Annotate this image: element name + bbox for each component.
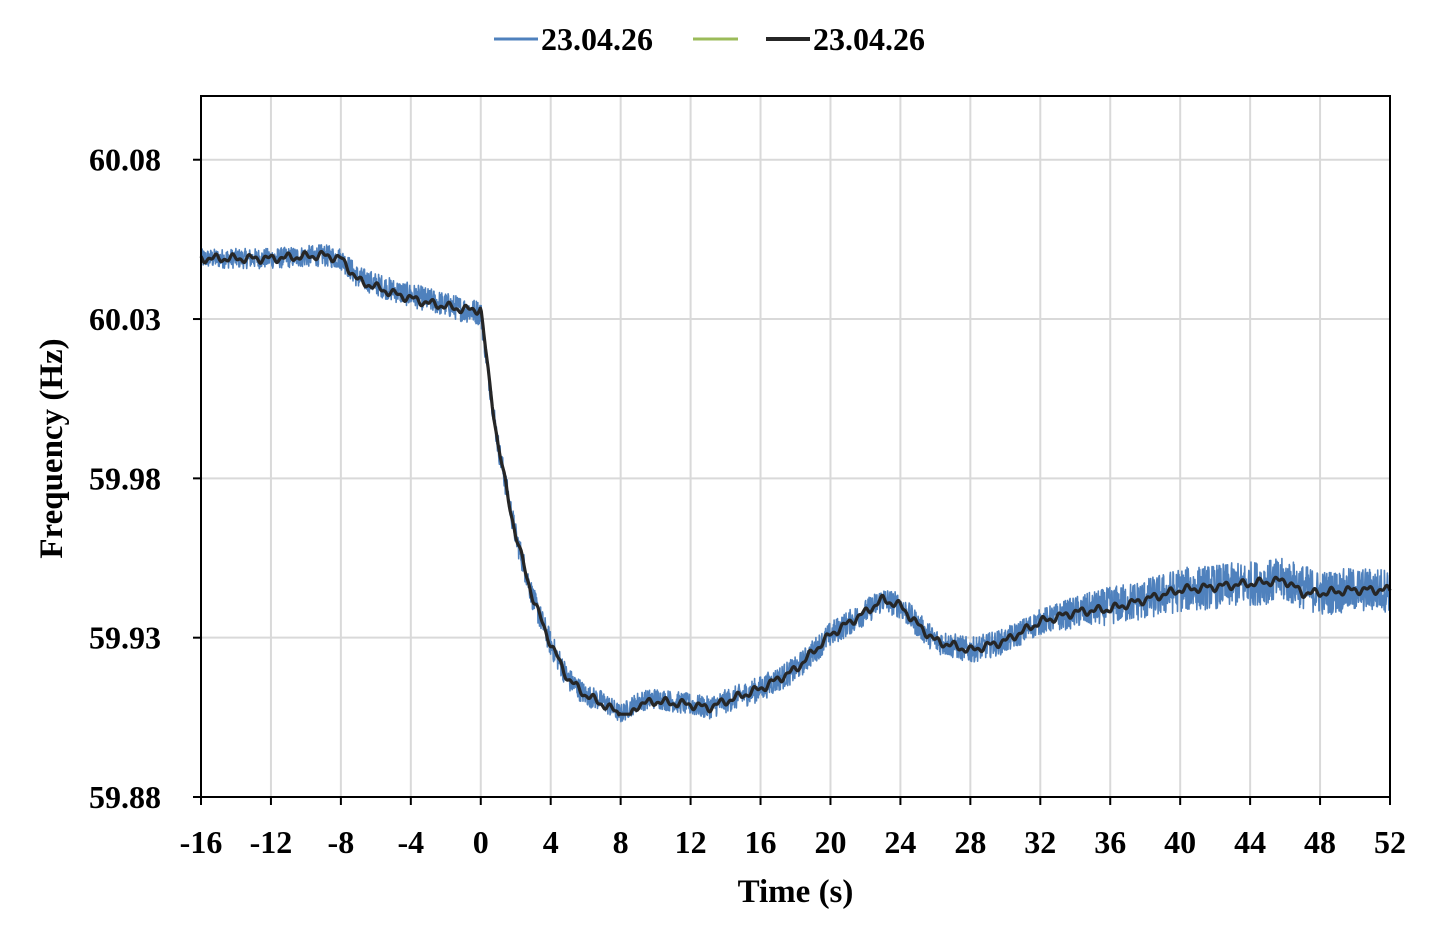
- x-tick-label: 24: [884, 824, 916, 860]
- legend-label-3: 23.04.26: [813, 21, 925, 57]
- x-tick-label: 16: [745, 824, 777, 860]
- x-tick-label: 44: [1234, 824, 1266, 860]
- x-tick-label: 4: [543, 824, 559, 860]
- series-filtered-line: [199, 249, 1392, 717]
- x-tick-label: 0: [473, 824, 489, 860]
- x-tick-label: -8: [328, 824, 355, 860]
- x-tick-label: -12: [250, 824, 293, 860]
- legend: 23.04.26 23.04.26: [494, 21, 925, 57]
- x-tick-label: 52: [1374, 824, 1406, 860]
- y-tick-label: 60.03: [89, 301, 161, 337]
- x-axis-title: Time (s): [738, 874, 854, 910]
- x-tick-label: 48: [1304, 824, 1336, 860]
- x-tick-label: -16: [180, 824, 223, 860]
- x-tick-label: -4: [397, 824, 424, 860]
- gridlines: [201, 96, 1390, 797]
- legend-label-1: 23.04.26: [541, 21, 653, 57]
- y-tick-label: 59.88: [89, 779, 161, 815]
- y-axis-title: Frequency (Hz): [34, 338, 70, 558]
- y-tick-label: 59.93: [89, 620, 161, 656]
- x-tick-label: 8: [613, 824, 629, 860]
- x-tick-label: 36: [1094, 824, 1126, 860]
- x-tick-label: 40: [1164, 824, 1196, 860]
- series-measured-line: [200, 244, 1391, 723]
- x-tick-label: 32: [1024, 824, 1056, 860]
- series-layer: [199, 244, 1392, 723]
- plot-frame: [200, 95, 1391, 798]
- y-tick-label: 60.08: [89, 142, 161, 178]
- y-tick-label: 59.98: [89, 460, 161, 496]
- x-tick-label: 28: [954, 824, 986, 860]
- x-tick-label: 12: [675, 824, 707, 860]
- tick-labels: -16 -12 -8 -4 0 4 8 12 16 20 24 28 32 36 40 44 48 5259.88…: [89, 142, 1406, 860]
- x-tick-label: 20: [814, 824, 846, 860]
